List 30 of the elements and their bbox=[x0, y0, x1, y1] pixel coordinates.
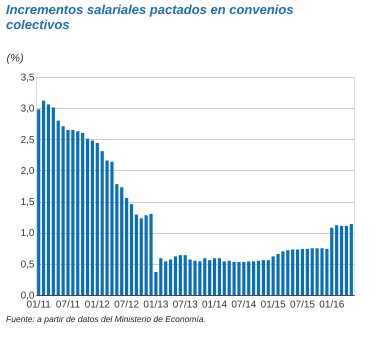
text: Incrementos salariales pactados en convenios bbox=[6, 2, 294, 17]
bar bbox=[66, 130, 70, 295]
y-tick-label: 2,0 bbox=[20, 166, 35, 177]
x-tick-label: 01/15 bbox=[260, 300, 286, 310]
y-tick-label: 2,5 bbox=[20, 134, 35, 146]
x-tick-label: 07/14 bbox=[231, 300, 257, 310]
x-tick-label: 07/11 bbox=[56, 300, 81, 310]
bar bbox=[193, 260, 197, 295]
bar bbox=[130, 204, 134, 295]
x-tick-label: 01/13 bbox=[143, 300, 169, 310]
x-tick-label: 07/12 bbox=[114, 300, 140, 310]
y-tick-label: 1,5 bbox=[20, 197, 35, 208]
source-note: Fuente: a partir de datos del Ministerio de Economía. bbox=[6, 314, 206, 324]
y-tick-label: 3,5 bbox=[20, 72, 35, 84]
x-tick-label: 01/16 bbox=[319, 300, 345, 310]
x-tick-label: 01/12 bbox=[84, 300, 110, 310]
y-tick-label: 1,0 bbox=[20, 228, 35, 240]
x-tick-label: 07/13 bbox=[172, 300, 198, 310]
y-axis-title: (%) bbox=[6, 52, 24, 64]
y-tick-label: 0,0 bbox=[20, 290, 35, 302]
bar bbox=[86, 138, 90, 295]
x-tick-label: 01/14 bbox=[202, 300, 228, 310]
x-tick-label: 07/15 bbox=[290, 300, 316, 310]
text: colectivos bbox=[6, 17, 70, 32]
x-tick-label: 01/11 bbox=[26, 300, 52, 310]
y-tick-label: 3,0 bbox=[20, 104, 35, 115]
bar bbox=[300, 248, 304, 295]
bar bbox=[256, 260, 260, 295]
y-tick-label: 0,5 bbox=[20, 259, 35, 270]
bar bbox=[320, 248, 324, 295]
